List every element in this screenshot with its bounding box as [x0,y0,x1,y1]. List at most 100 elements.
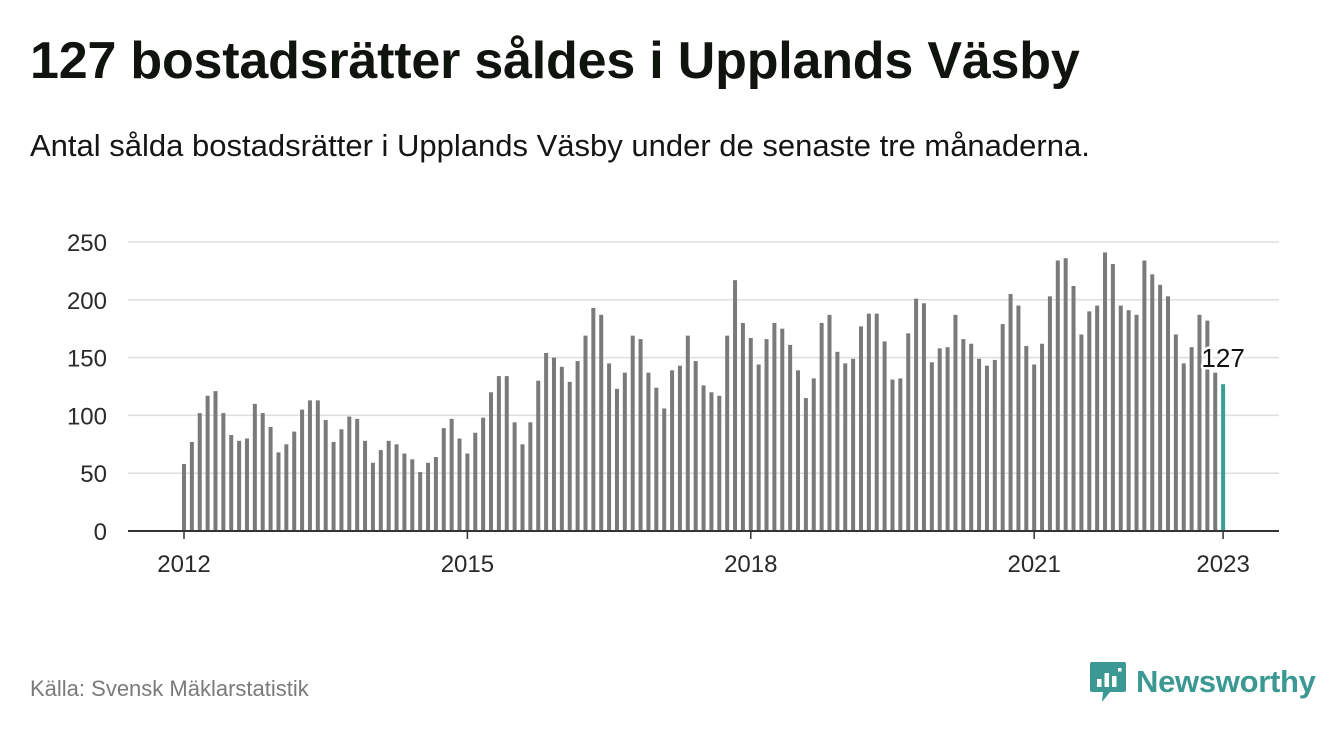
bar [418,472,423,531]
bar [441,428,446,531]
bar [300,409,305,531]
bar [961,339,966,531]
bar [189,441,194,531]
bar [307,400,312,531]
bar [496,376,501,531]
bar [906,333,911,531]
bar [819,322,824,531]
bar [1166,296,1170,531]
bar [764,339,769,531]
bar [402,453,407,531]
bar [937,348,942,531]
bar [914,298,919,531]
bar [646,372,651,531]
bar [1197,314,1202,531]
bar [528,422,533,531]
bar [1000,324,1005,531]
bar [252,403,257,531]
y-tick-label: 250 [67,230,107,257]
bar [426,462,431,531]
bar [481,417,486,531]
x-tick-label: 2023 [1196,551,1249,578]
bar [410,459,415,531]
bar [1173,334,1178,531]
bar [1134,314,1139,531]
bar [851,358,856,531]
bar [331,441,336,531]
bar [630,335,635,531]
bar [811,378,816,531]
bar [213,391,218,531]
y-tick-label: 100 [67,403,107,430]
bar [370,462,375,531]
bar [638,339,643,531]
bar [969,343,974,531]
bar [921,303,926,531]
bar [1142,260,1147,531]
bar [984,365,989,531]
bar [229,435,234,531]
y-tick-label: 200 [67,288,107,315]
bar [551,357,556,531]
bar [733,280,738,531]
bar [1040,343,1045,531]
bar [591,307,596,531]
bar [276,452,281,531]
brand-logo[interactable]: Newsworthy [1088,660,1316,704]
bar [536,380,541,531]
bar [1095,305,1100,531]
bar [945,347,950,531]
bar [205,395,210,531]
bar [677,365,682,531]
bar-chart-logo-icon [1090,662,1126,702]
y-tick-label: 50 [80,461,107,488]
x-tick-label: 2018 [724,551,777,578]
bar [386,440,391,531]
bar [607,363,612,531]
bar [347,416,352,531]
bar [780,328,785,531]
bar [614,388,619,531]
bar [1110,263,1115,531]
bar [1016,305,1021,531]
x-tick-label: 2015 [441,551,494,578]
bar [1213,372,1218,531]
bar [1087,311,1092,531]
bar [890,379,895,531]
bar [260,413,265,531]
bar [796,370,801,531]
bar [1024,346,1029,531]
bar [1205,320,1210,531]
bar [1071,285,1076,531]
bar [221,413,226,531]
bar [1032,364,1037,531]
bar [473,432,478,531]
bar [1079,334,1084,531]
bar [1103,252,1108,532]
bar [803,398,808,531]
chart-title: 127 bostadsrätter såldes i Upplands Väsb… [30,32,1080,90]
bar [858,326,863,531]
bar [1158,284,1163,531]
bar [709,392,714,531]
bar [725,335,730,531]
bar [748,337,753,531]
bar [378,450,383,531]
bar [693,361,698,531]
bar [740,322,745,531]
bar [788,344,793,531]
bar [520,444,525,531]
bar [953,314,958,531]
bar [1118,305,1123,531]
highlight-value-label: 127 [1201,343,1244,373]
bar [756,364,761,531]
bar [504,376,509,531]
bar [1008,294,1013,531]
bar [567,381,572,531]
bar [874,313,879,531]
bar [512,422,517,531]
bar [315,400,320,531]
bar [575,361,580,531]
y-tick-label: 150 [67,346,107,373]
